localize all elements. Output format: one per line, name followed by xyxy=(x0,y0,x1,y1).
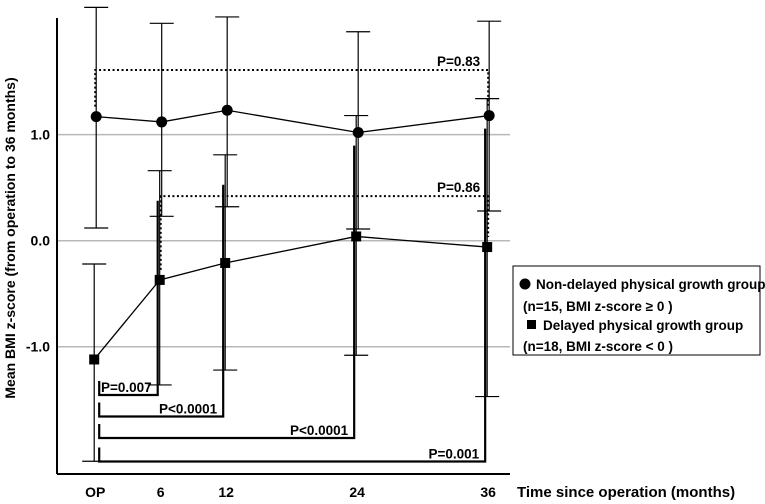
series-lines xyxy=(93,109,490,360)
series-line-non-delayed xyxy=(96,109,490,134)
legend: Non-delayed physical growth group (n=15,… xyxy=(512,265,765,356)
data-point-delayed xyxy=(351,231,362,242)
legend-line-4: (n=18, BMI z-score < 0 ) xyxy=(523,339,673,354)
p-value-label: P<0.0001 xyxy=(290,423,349,438)
x-tick-label: 12 xyxy=(218,484,234,500)
data-point-non-delayed xyxy=(156,116,168,128)
x-axis-label: Time since operation (months) xyxy=(517,484,735,501)
legend-line-3: Delayed physical growth group xyxy=(543,318,743,333)
p-value-label: P=0.83 xyxy=(437,54,481,69)
significance-brackets: P=0.83 P=0.86 P=0.007 P<0.0001 P<0.0001 P=0.0… xyxy=(94,54,490,463)
bracket-solid-2 xyxy=(98,200,159,397)
y-axis-label: Mean BMI z-score (from operation to 36 m… xyxy=(2,77,18,398)
series-line-delayed xyxy=(93,235,488,360)
bracket-solid-4 xyxy=(98,145,356,440)
bracket-dotted-1 xyxy=(159,195,490,270)
data-point-delayed xyxy=(89,354,100,365)
data-point-delayed xyxy=(154,274,165,285)
legend-marker-delayed xyxy=(527,320,536,329)
data-point-delayed xyxy=(482,242,493,253)
p-value-label: P<0.0001 xyxy=(159,402,218,417)
bracket-solid-3 xyxy=(98,184,225,418)
data-point-non-delayed xyxy=(352,127,364,139)
data-point-non-delayed xyxy=(483,110,495,122)
data-point-delayed xyxy=(220,257,231,268)
legend-line-1: Non-delayed physical growth group xyxy=(536,277,765,292)
bracket-solid-5 xyxy=(98,128,487,463)
y-tick-label: -1.0 xyxy=(26,339,50,355)
data-point-non-delayed xyxy=(90,111,102,123)
y-tick-labels: 1.0 0.0 -1.0 xyxy=(26,127,50,355)
gridlines xyxy=(57,133,510,348)
x-tick-label: 6 xyxy=(157,484,165,500)
p-value-label: P=0.001 xyxy=(428,447,479,462)
x-tick-labels: OP 6 12 24 36 xyxy=(85,484,496,500)
legend-line-2: (n=15, BMI z-score ≥ 0 ) xyxy=(523,299,673,314)
legend-marker-non-delayed xyxy=(519,278,531,290)
p-value-label: P=0.007 xyxy=(101,380,152,395)
p-value-label: P=0.86 xyxy=(437,180,481,195)
y-tick-label: 1.0 xyxy=(31,127,51,143)
axes xyxy=(56,18,510,475)
x-tick-label: 24 xyxy=(349,484,365,500)
x-tick-label: 36 xyxy=(480,484,496,500)
series-markers xyxy=(89,104,495,365)
bracket-dotted-0 xyxy=(94,68,490,107)
x-tick-label: OP xyxy=(85,484,105,500)
data-point-non-delayed xyxy=(221,104,233,116)
y-tick-label: 0.0 xyxy=(31,233,51,249)
legend-box xyxy=(512,265,761,356)
